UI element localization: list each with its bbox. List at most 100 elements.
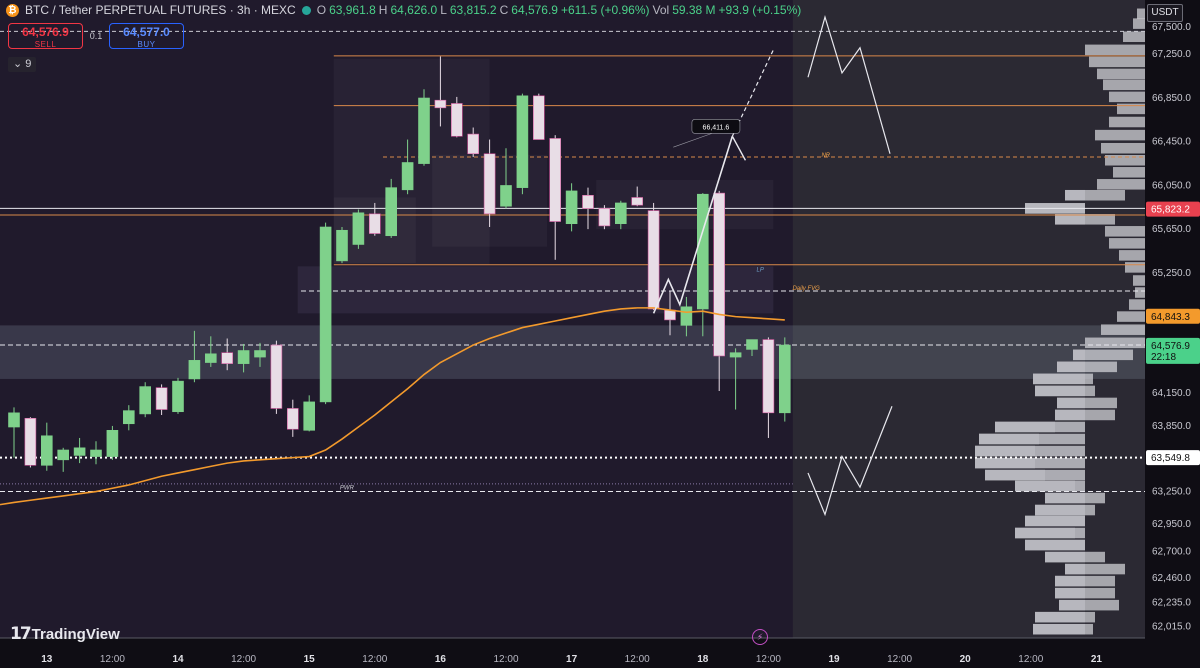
close-value: 64,576.9: [511, 3, 558, 17]
visibility-icon[interactable]: [301, 5, 311, 15]
volume-profile-bar: [1025, 515, 1085, 527]
candle-body[interactable]: [746, 339, 758, 350]
candle-body[interactable]: [352, 212, 365, 245]
volume-profile-bar: [1059, 599, 1119, 611]
bitcoin-icon: ₿: [6, 3, 19, 17]
candle-body[interactable]: [237, 350, 250, 364]
candle-body[interactable]: [778, 344, 791, 414]
candle-body[interactable]: [319, 226, 332, 403]
candle-body[interactable]: [598, 208, 611, 227]
volume-profile-bar: [1035, 385, 1085, 397]
price-tag[interactable]: [1146, 450, 1200, 466]
volume-profile-bar: [1125, 262, 1145, 273]
candle-body[interactable]: [90, 449, 102, 457]
candle-body[interactable]: [73, 447, 86, 456]
change-value: +611.5 (+0.96%): [560, 3, 650, 17]
volume-profile-bar: [1015, 480, 1085, 492]
candle-body[interactable]: [680, 306, 693, 326]
candle-body[interactable]: [57, 449, 70, 461]
volume-profile-bar: [1073, 349, 1085, 361]
price-axis-label: 63,250.0: [1152, 486, 1191, 497]
candle-body[interactable]: [205, 353, 217, 363]
indicators-toggle[interactable]: ⌄ 9: [8, 57, 37, 72]
candle-body[interactable]: [418, 97, 430, 164]
candle-body[interactable]: [532, 95, 545, 140]
candle-body[interactable]: [8, 412, 20, 428]
high-label: H: [378, 3, 388, 17]
price-axis-label: 62,235.0: [1152, 597, 1191, 608]
buy-label: BUY: [137, 40, 156, 49]
candle-body[interactable]: [582, 194, 594, 209]
volume-profile-bar: [1117, 103, 1145, 115]
candle-body[interactable]: [303, 401, 316, 431]
price-tag-label: 64,843.3: [1151, 312, 1190, 323]
volume-profile-bar: [1105, 226, 1145, 237]
currency-selector[interactable]: USDT: [1147, 4, 1183, 22]
candle-body[interactable]: [123, 410, 135, 425]
volume-profile-bar: [1095, 129, 1145, 141]
sell-price: 64,576.9: [22, 25, 69, 39]
candle-body[interactable]: [172, 380, 184, 413]
price-callout: [691, 119, 741, 134]
candle-body[interactable]: [155, 387, 168, 410]
candle-body[interactable]: [762, 339, 775, 414]
time-axis-label: 19: [828, 654, 840, 665]
candle-body[interactable]: [729, 352, 742, 358]
price-tag[interactable]: [1146, 337, 1200, 364]
candle-body[interactable]: [24, 417, 37, 466]
candle-body[interactable]: [467, 133, 480, 155]
candle-body[interactable]: [106, 430, 119, 457]
volume-profile-bar: [1055, 214, 1085, 225]
candle-body[interactable]: [713, 192, 726, 357]
candle-body[interactable]: [401, 162, 414, 191]
candle-body[interactable]: [549, 138, 562, 222]
time-axis-label: 12:00: [756, 654, 781, 665]
candle-body[interactable]: [664, 309, 676, 321]
ema-line: [0, 307, 785, 506]
symbol-title[interactable]: BTC / Tether PERPETUAL FUTURES · 3h · ME…: [25, 3, 296, 17]
volume-label: Vol: [652, 3, 670, 17]
volume-profile-bar: [1033, 373, 1085, 385]
quantity-value[interactable]: 0.1: [89, 31, 103, 41]
candle-body[interactable]: [40, 435, 53, 466]
candle-body[interactable]: [434, 99, 447, 109]
buy-button[interactable]: 64,577.0 BUY: [109, 23, 184, 49]
volume-value: 59.38 M: [672, 3, 716, 17]
volume-profile-bar: [1055, 409, 1085, 421]
candle-body[interactable]: [368, 213, 381, 234]
candle-body[interactable]: [385, 187, 398, 237]
price-tag[interactable]: [1146, 201, 1200, 217]
lightning-icon[interactable]: ⚡: [752, 629, 768, 645]
candle-body[interactable]: [483, 153, 496, 215]
projection-arrow: [731, 135, 747, 161]
candle-body[interactable]: [696, 193, 709, 310]
candle-body[interactable]: [139, 386, 151, 415]
candle-body[interactable]: [188, 360, 201, 380]
candle-body[interactable]: [450, 103, 463, 137]
volume-profile-bar: [1133, 275, 1145, 286]
volume-profile-bar: [1133, 18, 1145, 29]
candle-body[interactable]: [614, 202, 627, 225]
candle-body[interactable]: [286, 408, 299, 430]
volume-profile-bar: [1135, 287, 1145, 298]
close-label: C: [499, 3, 509, 17]
ohlc-legend: O 63,961.8 H 64,626.0 L 63,815.2 C 64,576.9 …: [317, 3, 802, 17]
volume-profile-bar: [1073, 349, 1133, 361]
candle-body[interactable]: [647, 210, 660, 310]
candle-body[interactable]: [631, 197, 644, 206]
candle-body[interactable]: [516, 95, 529, 188]
candle-body[interactable]: [221, 352, 233, 364]
candle-body[interactable]: [254, 350, 266, 358]
sell-button[interactable]: 64,576.9 SELL: [8, 23, 83, 49]
candle-body[interactable]: [336, 229, 348, 262]
candle-body[interactable]: [565, 190, 578, 225]
tradingview-logo[interactable]: 𝟭𝟳 TradingView: [10, 624, 120, 644]
indicators-count: 9: [25, 58, 32, 70]
time-axis-label: 12:00: [493, 654, 518, 665]
candle-body[interactable]: [270, 344, 283, 409]
candle-body[interactable]: [500, 185, 512, 207]
price-axis-label: 65,650.0: [1152, 224, 1191, 235]
price-tag[interactable]: [1146, 308, 1200, 324]
volume-profile-bar: [1089, 56, 1145, 68]
